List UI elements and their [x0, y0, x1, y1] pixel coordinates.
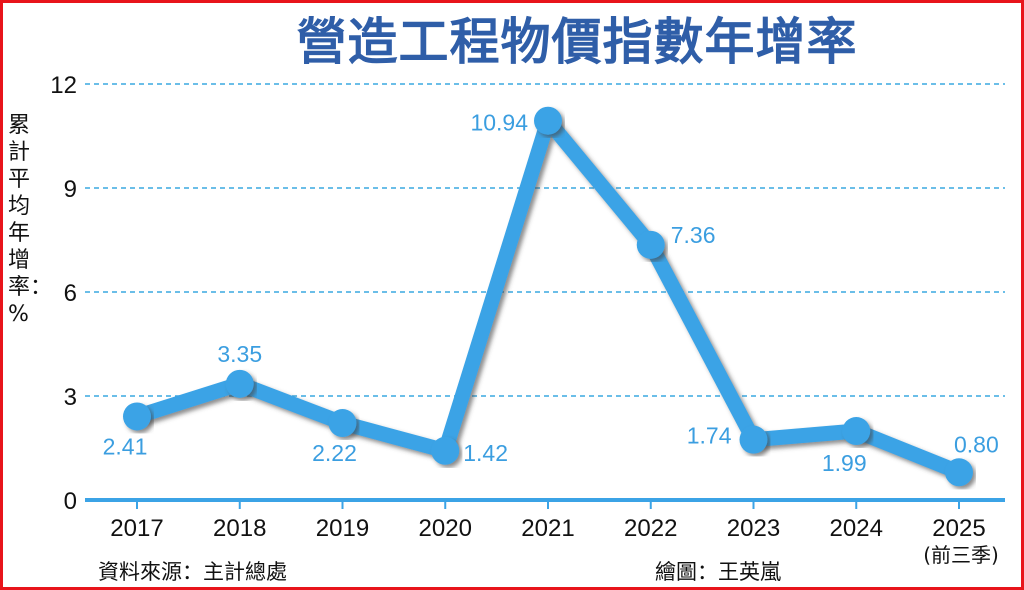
data-point — [225, 369, 254, 398]
y-axis-label: 累計平均年增率：% — [8, 113, 53, 327]
data-point — [123, 402, 151, 431]
y-tick-label: 6 — [64, 280, 77, 307]
x-tick-label: 2020 — [419, 515, 472, 542]
data-label: 1.99 — [822, 450, 867, 476]
data-point — [431, 436, 460, 465]
data-label: 2.41 — [103, 433, 148, 459]
data-label: 7.36 — [671, 222, 716, 248]
series-line — [129, 113, 967, 480]
x-tick-label: 2017 — [110, 515, 163, 542]
data-label: 1.74 — [687, 423, 732, 449]
x-tick-label: 2019 — [316, 515, 369, 542]
x-tick-label: 2018 — [213, 515, 266, 542]
data-label: 2.22 — [312, 440, 357, 466]
y-tick-label: 9 — [64, 176, 77, 203]
y-tick-label: 12 — [50, 72, 77, 99]
data-point — [534, 106, 562, 135]
x-tick-sublabel: (前三季) — [923, 543, 999, 567]
data-point — [328, 409, 357, 438]
data-point — [945, 458, 973, 487]
source-note: 資料來源：主計總處 — [98, 560, 287, 584]
data-point — [636, 230, 665, 259]
y-tick-label: 0 — [64, 488, 77, 515]
x-tick-label: 2021 — [521, 515, 574, 542]
x-tick-label: 2023 — [727, 515, 780, 542]
data-label: 3.35 — [217, 341, 262, 367]
data-label: 0.80 — [954, 431, 999, 457]
x-tick-label: 2022 — [624, 515, 677, 542]
data-label: 10.94 — [470, 110, 528, 136]
data-point — [842, 417, 871, 446]
x-tick-label: 2024 — [830, 515, 883, 542]
data-label: 1.42 — [463, 440, 508, 466]
y-tick-label: 3 — [64, 384, 77, 411]
x-tick-label: 2025 — [932, 515, 985, 542]
chart-title: 營造工程物價指數年增率 — [296, 13, 858, 71]
data-point — [739, 425, 768, 454]
credit-note: 繪圖：王英嵐 — [655, 560, 781, 584]
